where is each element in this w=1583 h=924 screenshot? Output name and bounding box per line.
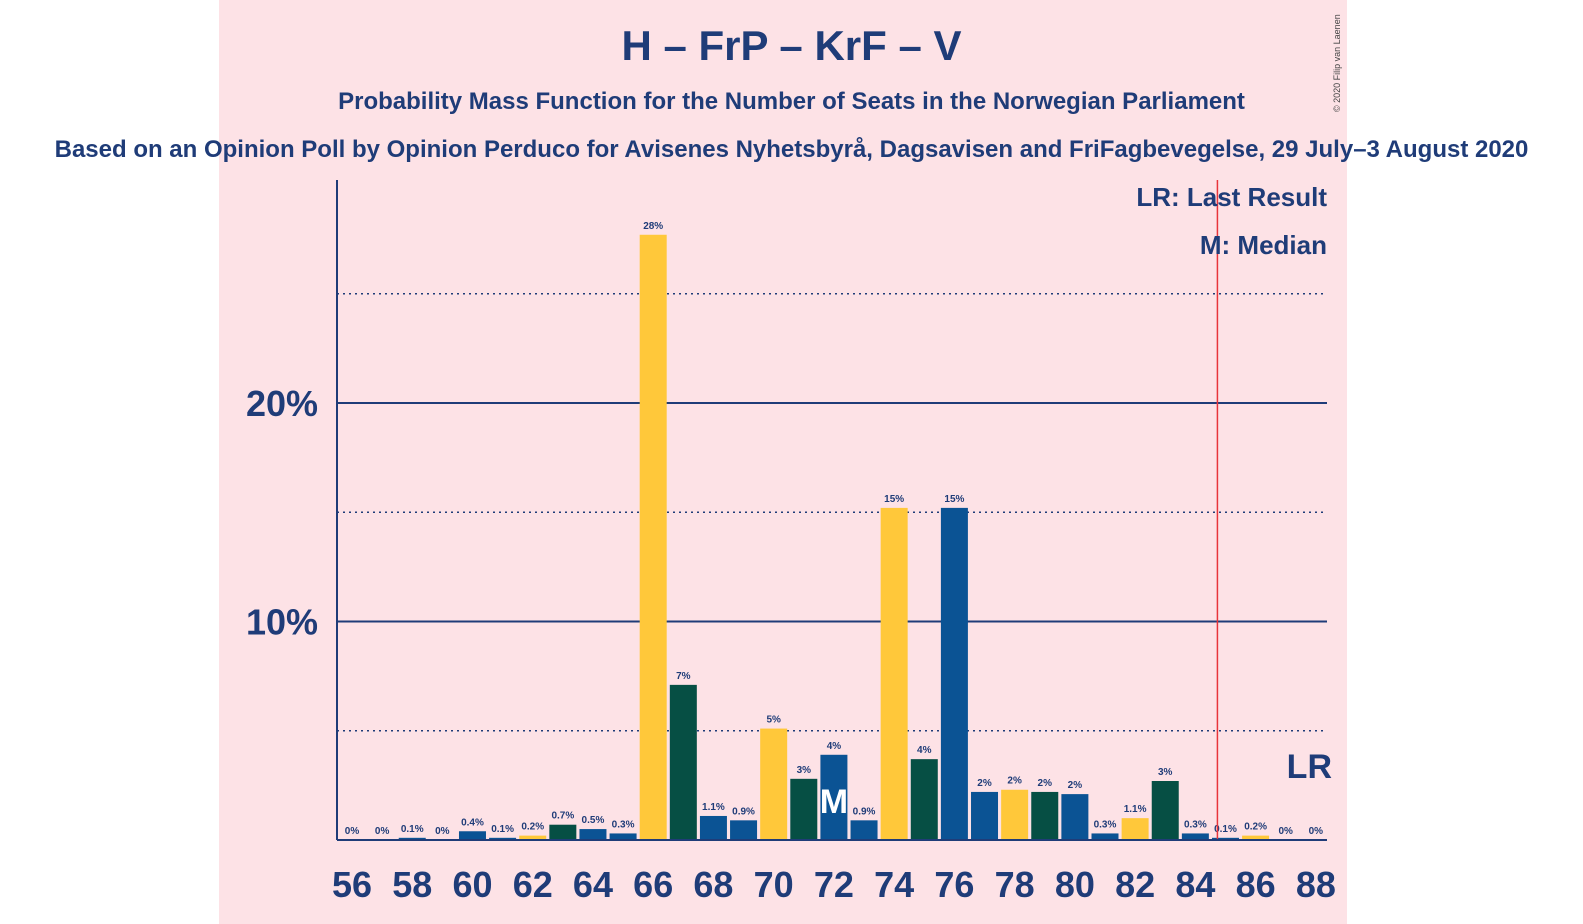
bar-label: 15% <box>944 494 964 505</box>
x-tick-label: 66 <box>633 864 673 905</box>
x-tick-label: 86 <box>1236 864 1276 905</box>
bar-labels: 0% 0% 0.1% 0% 0.4% 0.1% 0.2% 0.7% 0.5% 0.3% 28% 7% 1… <box>345 221 1323 837</box>
x-tick-label: 60 <box>452 864 492 905</box>
bar-label: 0.1% <box>401 824 424 835</box>
bar-67 <box>669 684 697 840</box>
axes: 10% 20% LR 56 58 60 62 64 66 68 70 72 74 76 78 80 82 84 86… <box>246 180 1336 905</box>
x-tick-label: 70 <box>754 864 794 905</box>
bar-label: 2% <box>1068 780 1083 791</box>
bar-81 <box>1091 833 1119 840</box>
bar-label: 0% <box>435 826 450 837</box>
bar-label: 0.5% <box>582 815 605 826</box>
grid-lines <box>337 292 1327 732</box>
bar-76 <box>940 507 968 840</box>
bar-72 <box>820 754 848 840</box>
bar-label: 0.1% <box>1214 824 1237 835</box>
bar-85 <box>1211 837 1239 840</box>
bar-label: 2% <box>977 778 992 789</box>
x-tick-label: 64 <box>573 864 613 905</box>
bar-75 <box>910 759 938 840</box>
bar-label: 0% <box>345 826 360 837</box>
bar-label: 15% <box>884 494 904 505</box>
x-tick-label: 78 <box>995 864 1035 905</box>
bar-label: 0.2% <box>1244 822 1267 833</box>
bar-69 <box>730 820 758 840</box>
bar-62 <box>519 835 547 840</box>
bar-82 <box>1121 818 1149 840</box>
bar-label: 4% <box>827 741 842 752</box>
bar-label: 2% <box>1007 776 1022 787</box>
chart-subtitle: Probability Mass Function for the Number… <box>338 88 1245 115</box>
bar-58 <box>398 837 426 840</box>
x-tick-label: 80 <box>1055 864 1095 905</box>
bar-74 <box>880 507 908 840</box>
bar-label: 7% <box>676 671 691 682</box>
bar-label: 0.1% <box>491 824 514 835</box>
bar-label: 0.2% <box>521 822 544 833</box>
bar-84 <box>1181 833 1209 840</box>
bar-66 <box>639 234 667 840</box>
bar-label: 0% <box>1278 826 1293 837</box>
bar-label: 0.7% <box>551 811 574 822</box>
x-tick-label: 68 <box>693 864 733 905</box>
x-tick-label: 58 <box>392 864 432 905</box>
bar-label: 0.3% <box>612 819 635 830</box>
bar-label: 1.1% <box>702 802 725 813</box>
x-tick-label: 56 <box>332 864 372 905</box>
bar-68 <box>699 815 727 840</box>
x-tick-label: 62 <box>513 864 553 905</box>
bar-86 <box>1242 835 1270 840</box>
bar-73 <box>850 820 878 840</box>
y-tick-label: 20% <box>246 383 318 424</box>
median-marker: M <box>820 783 848 821</box>
bar-60 <box>458 831 486 840</box>
bar-79 <box>1031 791 1059 840</box>
chart-source: Based on an Opinion Poll by Opinion Perd… <box>54 136 1529 163</box>
x-tick-label: 84 <box>1175 864 1215 905</box>
bar-77 <box>971 791 999 840</box>
last-result-label: LR <box>1287 748 1332 786</box>
legend-last-result: LR: Last Result <box>1136 182 1327 212</box>
x-tick-label: 76 <box>934 864 974 905</box>
bar-label: 5% <box>766 715 781 726</box>
bar-83 <box>1151 781 1179 840</box>
bar-70 <box>760 728 788 840</box>
y-tick-label: 10% <box>246 602 318 643</box>
bar-label: 0.9% <box>853 806 876 817</box>
bar-65 <box>609 833 637 840</box>
bar-label: 0% <box>375 826 390 837</box>
bar-label: 3% <box>1158 767 1173 778</box>
bar-label: 1.1% <box>1124 804 1147 815</box>
bar-63 <box>549 824 577 840</box>
bar-label: 0.3% <box>1094 819 1117 830</box>
legend-median: M: Median <box>1199 230 1327 260</box>
bar-label: 4% <box>917 745 932 756</box>
bar-label: 0.3% <box>1184 819 1207 830</box>
bars <box>398 234 1270 840</box>
bar-80 <box>1061 794 1089 840</box>
bar-71 <box>790 778 818 840</box>
bar-label: 0.4% <box>461 817 484 828</box>
chart-title: H – FrP – KrF – V <box>621 22 962 69</box>
x-tick-label: 88 <box>1296 864 1336 905</box>
bar-label: 2% <box>1038 778 1053 789</box>
bar-label: 0.9% <box>732 806 755 817</box>
bar-label: 3% <box>797 765 812 776</box>
x-tick-label: 82 <box>1115 864 1155 905</box>
bar-78 <box>1001 789 1029 840</box>
bar-label: 0% <box>1309 826 1324 837</box>
bar-61 <box>489 837 517 840</box>
bar-label: 28% <box>643 221 663 232</box>
x-tick-label: 74 <box>874 864 914 905</box>
x-tick-label: 72 <box>814 864 854 905</box>
bar-64 <box>579 829 607 840</box>
